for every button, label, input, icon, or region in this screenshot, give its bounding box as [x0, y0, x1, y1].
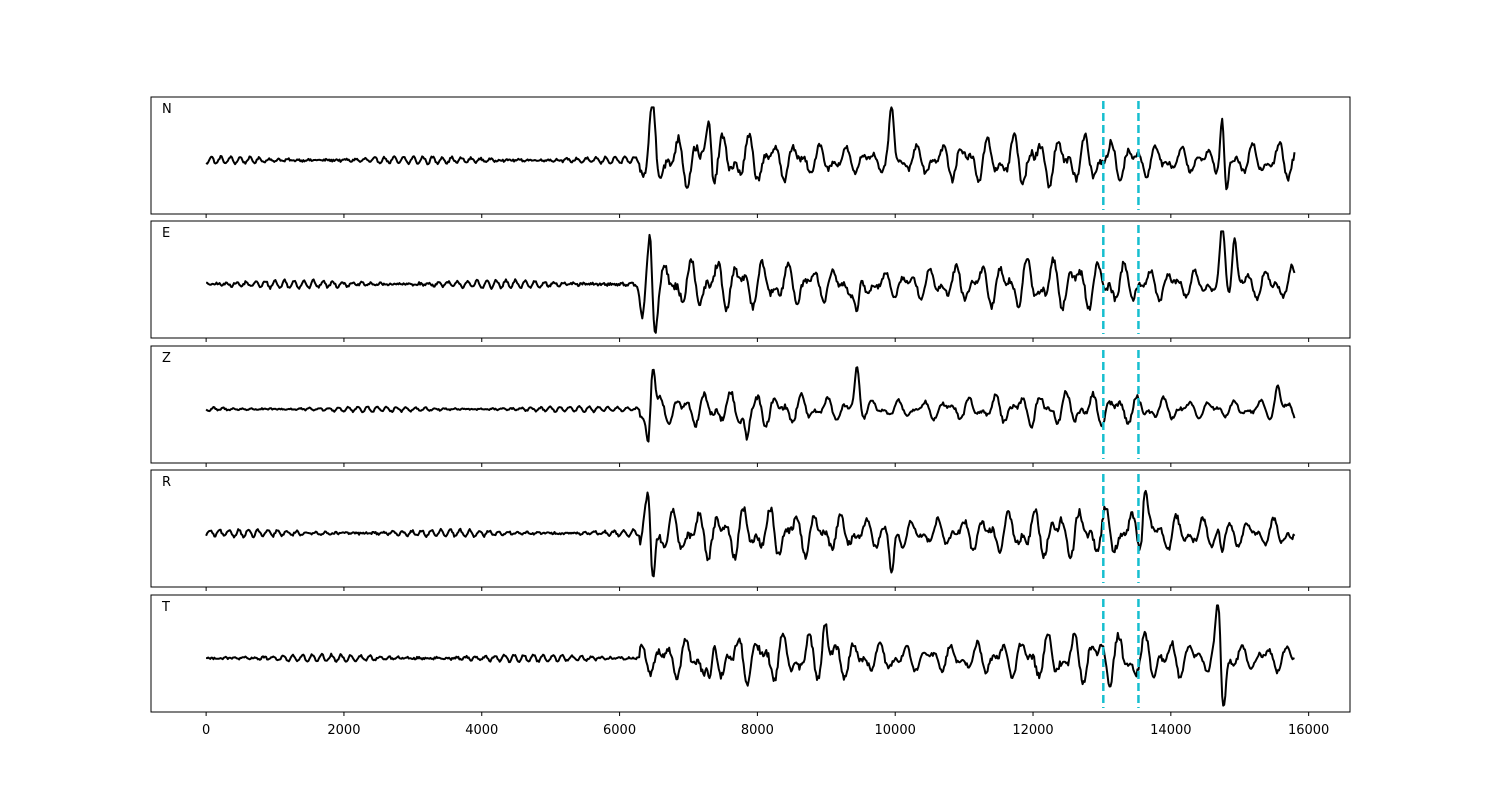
- panel-r: R: [150, 469, 1351, 591]
- x-axis: 0 2000 4000 6000 8000 10000 12000 14000 16000: [202, 723, 1329, 738]
- x-tick-label: 2000: [327, 723, 360, 738]
- panel-frame: [150, 345, 1351, 464]
- x-tick-label: 14000: [1150, 723, 1191, 738]
- panel-frame: [150, 594, 1351, 713]
- waveform-trace: [206, 604, 1295, 707]
- x-tick-label: 0: [202, 723, 210, 738]
- panel-e: E: [150, 220, 1351, 342]
- waveform-trace: [206, 230, 1296, 334]
- panel-frame: [150, 220, 1351, 339]
- panels-layer: N E Z R T: [150, 96, 1351, 716]
- panel-frame: [150, 469, 1351, 588]
- x-tick-label: 6000: [603, 723, 636, 738]
- panel-label: E: [162, 226, 170, 241]
- x-tick-label: 16000: [1288, 723, 1329, 738]
- panel-label: R: [162, 475, 171, 490]
- x-tick-label: 12000: [1012, 723, 1053, 738]
- x-tick-label: 4000: [465, 723, 498, 738]
- waveform-trace: [205, 489, 1296, 578]
- x-tick-label: 8000: [741, 723, 774, 738]
- waveform-trace: [205, 366, 1296, 443]
- panel-frame: [150, 96, 1351, 215]
- panel-z: Z: [150, 345, 1351, 467]
- panel-label: N: [162, 102, 172, 117]
- panel-label: T: [161, 600, 170, 615]
- panel-label: Z: [162, 351, 171, 366]
- waveform-trace: [205, 106, 1296, 191]
- panel-n: N: [150, 96, 1351, 218]
- panel-t: T: [150, 594, 1351, 716]
- x-tick-label: 10000: [875, 723, 916, 738]
